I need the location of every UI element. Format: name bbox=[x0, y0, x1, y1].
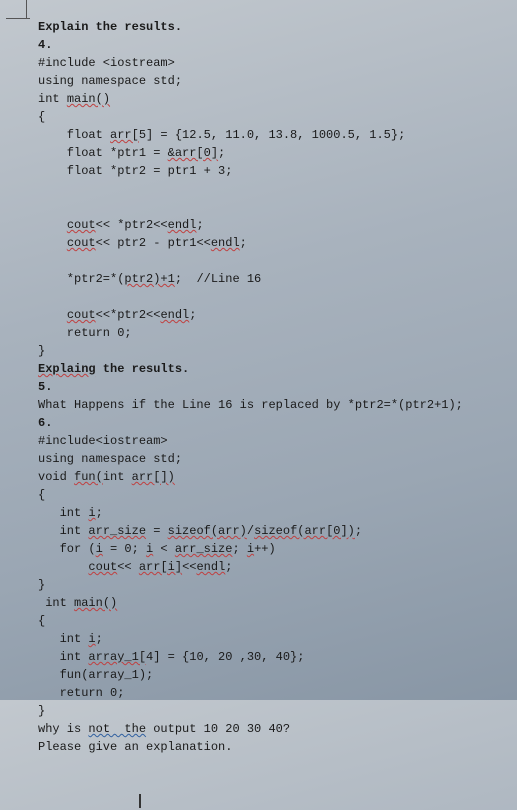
code-line: return 0; bbox=[38, 684, 509, 702]
blank-line bbox=[38, 774, 509, 792]
text-line: 6. bbox=[38, 414, 509, 432]
code-document: Explain the results. 4. #include <iostre… bbox=[38, 18, 509, 810]
blank-line bbox=[38, 252, 509, 270]
code-line: for (i = 0; i < arr_size; i++) bbox=[38, 540, 509, 558]
code-line: int main() bbox=[38, 90, 509, 108]
code-line: using namespace std; bbox=[38, 450, 509, 468]
code-line: } bbox=[38, 342, 509, 360]
text-line: Please give an explanation. bbox=[38, 738, 509, 756]
code-line: #include<iostream> bbox=[38, 432, 509, 450]
code-line: float *ptr1 = &arr[0]; bbox=[38, 144, 509, 162]
code-line: cout<< arr[i]<<endl; bbox=[38, 558, 509, 576]
text-cursor-icon bbox=[139, 794, 141, 808]
code-line: #include <iostream> bbox=[38, 54, 509, 72]
text-line: Explain the results. bbox=[38, 18, 509, 36]
code-line: int i; bbox=[38, 630, 509, 648]
code-line: float *ptr2 = ptr1 + 3; bbox=[38, 162, 509, 180]
code-line: int array_1[4] = {10, 20 ,30, 40}; bbox=[38, 648, 509, 666]
code-line: int i; bbox=[38, 504, 509, 522]
code-line: fun(array_1); bbox=[38, 666, 509, 684]
code-line: cout<< *ptr2<<endl; bbox=[38, 216, 509, 234]
blank-line bbox=[38, 288, 509, 306]
text-line: What Happens if the Line 16 is replaced … bbox=[38, 396, 509, 414]
code-line: } bbox=[38, 702, 509, 720]
blank-line bbox=[38, 180, 509, 198]
text-line: why is not the output 10 20 30 40? bbox=[38, 720, 509, 738]
code-line: int main() bbox=[38, 594, 509, 612]
code-line: int arr_size = sizeof(arr)/sizeof(arr[0]… bbox=[38, 522, 509, 540]
code-line: return 0; bbox=[38, 324, 509, 342]
code-line: { bbox=[38, 108, 509, 126]
margin-decoration-horizontal bbox=[6, 18, 30, 19]
blank-line bbox=[38, 756, 509, 774]
code-line: using namespace std; bbox=[38, 72, 509, 90]
code-line: { bbox=[38, 486, 509, 504]
code-line: cout<< ptr2 - ptr1<<endl; bbox=[38, 234, 509, 252]
code-line: *ptr2=*(ptr2)+1; //Line 16 bbox=[38, 270, 509, 288]
code-line: { bbox=[38, 612, 509, 630]
code-line: void fun(int arr[]) bbox=[38, 468, 509, 486]
code-line: float arr[5] = {12.5, 11.0, 13.8, 1000.5… bbox=[38, 126, 509, 144]
margin-decoration-vertical bbox=[26, 0, 27, 18]
cursor-line bbox=[38, 792, 509, 810]
code-line: } bbox=[38, 576, 509, 594]
blank-line bbox=[38, 198, 509, 216]
text-line: 4. bbox=[38, 36, 509, 54]
text-line: 5. bbox=[38, 378, 509, 396]
text-line: Explaing the results. bbox=[38, 360, 509, 378]
code-line: cout<<*ptr2<<endl; bbox=[38, 306, 509, 324]
